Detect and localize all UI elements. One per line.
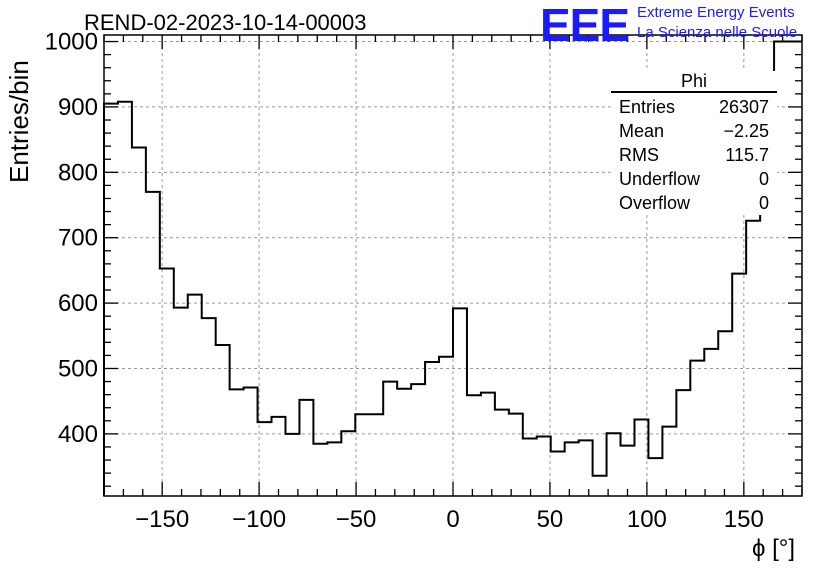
x-tick-label: 150 (724, 506, 764, 533)
stats-row-underflow: Underflow 0 (611, 167, 777, 191)
stats-row-rms: RMS 115.7 (611, 143, 777, 167)
stats-value: 115.7 (725, 145, 769, 165)
y-tick-label: 400 (58, 421, 98, 448)
y-tick-label: 700 (58, 225, 98, 252)
y-tick-label: 800 (58, 159, 98, 186)
logo-caption: Extreme Energy Events La Scienza nelle S… (637, 3, 797, 43)
stats-value: 0 (758, 169, 769, 189)
y-tick-label: 600 (58, 290, 98, 317)
axis-ticks (103, 35, 803, 496)
stats-key: RMS (619, 145, 659, 165)
x-tick-label: −50 (336, 506, 377, 533)
x-tick-label: 100 (627, 506, 667, 533)
page-title: REND-02-2023-10-14-00003 (84, 10, 367, 35)
stats-row-entries: Entries 26307 (611, 95, 777, 119)
x-tick-label: 50 (537, 506, 564, 533)
histogram-series-line (103, 40, 802, 496)
stats-title: Phi (611, 71, 777, 93)
y-tick-label: 500 (58, 355, 98, 382)
y-axis-label: Entries/bin (4, 60, 34, 183)
y-tick-label: 1000 (45, 29, 98, 56)
x-tick-label: 0 (446, 506, 459, 533)
stats-key: Underflow (619, 169, 701, 189)
logo-caption-line2: La Scienza nelle Scuole (637, 24, 798, 41)
stats-box: Phi Entries 26307 Mean −2.25 RMS 115.7 U… (611, 71, 777, 215)
y-tick-label: 900 (58, 94, 98, 121)
x-tick-label: −100 (232, 506, 286, 533)
stats-value: −2.25 (723, 121, 769, 141)
x-tick-label: −150 (135, 506, 189, 533)
eee-logo: EEE (540, 0, 630, 51)
stats-key: Mean (619, 121, 665, 141)
stats-key: Overflow (619, 193, 691, 213)
stats-value: 0 (758, 193, 769, 213)
stats-value: 26307 (718, 97, 769, 117)
stats-row-overflow: Overflow 0 (611, 191, 777, 215)
x-axis-label: ϕ [°] (752, 535, 796, 562)
stats-row-mean: Mean −2.25 (611, 119, 777, 143)
axis-tick-labels: −150 −100 −50 0 50 100 150 400 500 600 700 800 900 10… (45, 29, 764, 533)
stats-key: Entries (619, 97, 676, 117)
logo-caption-line1: Extreme Energy Events (637, 4, 795, 21)
